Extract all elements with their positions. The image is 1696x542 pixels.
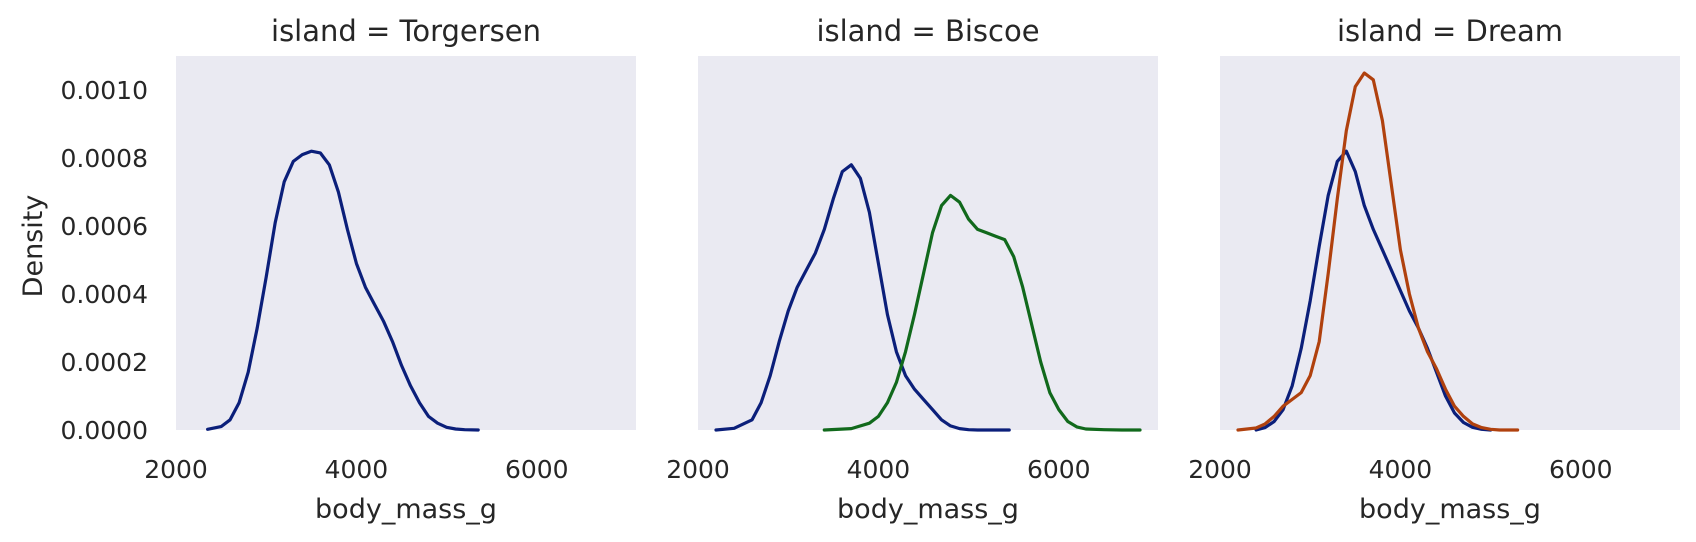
plot-area xyxy=(176,56,636,430)
x-axis-label: body_mass_g xyxy=(837,494,1019,525)
facet-panel-3: island = Dream 2000 4000 6000 body_mass_g xyxy=(1188,14,1680,525)
x-tick-label: 2000 xyxy=(666,455,730,484)
facet-panel-2: island = Biscoe 2000 4000 6000 body_mass_g xyxy=(666,14,1158,525)
x-tick-label: 6000 xyxy=(1027,455,1091,484)
density-curve-2 xyxy=(822,193,1142,432)
panel-title: island = Dream xyxy=(1337,14,1563,48)
x-tick-label: 6000 xyxy=(1549,455,1613,484)
x-tick-label: 4000 xyxy=(1369,455,1433,484)
facet-panel-1: island = Torgersen 2000 4000 6000 body_mass_… xyxy=(61,14,636,525)
y-tick-label: 0.0002 xyxy=(61,348,148,377)
plot-area xyxy=(1220,56,1680,430)
x-tick-label: 2000 xyxy=(144,455,208,484)
x-axis-label: body_mass_g xyxy=(315,494,497,525)
density-curve-1 xyxy=(206,149,480,432)
y-axis-label: Density xyxy=(18,195,49,298)
x-tick-label: 2000 xyxy=(1188,455,1252,484)
y-tick-label: 0.0010 xyxy=(61,76,148,105)
x-tick-label: 4000 xyxy=(847,455,911,484)
y-tick-label: 0.0008 xyxy=(61,144,148,173)
panel-title: island = Biscoe xyxy=(816,14,1039,48)
x-axis-label: body_mass_g xyxy=(1359,494,1541,525)
x-tick-label: 4000 xyxy=(325,455,389,484)
x-tick-label: 6000 xyxy=(505,455,569,484)
y-tick-label: 0.0000 xyxy=(61,416,148,445)
panel-title: island = Torgersen xyxy=(271,14,541,48)
density-curve-1 xyxy=(1254,149,1493,432)
plot-area xyxy=(698,56,1158,430)
y-tick-label: 0.0006 xyxy=(61,212,148,241)
y-tick-label: 0.0004 xyxy=(61,280,148,309)
density-curve-1 xyxy=(714,163,1011,432)
density-curve-2 xyxy=(1236,71,1520,432)
